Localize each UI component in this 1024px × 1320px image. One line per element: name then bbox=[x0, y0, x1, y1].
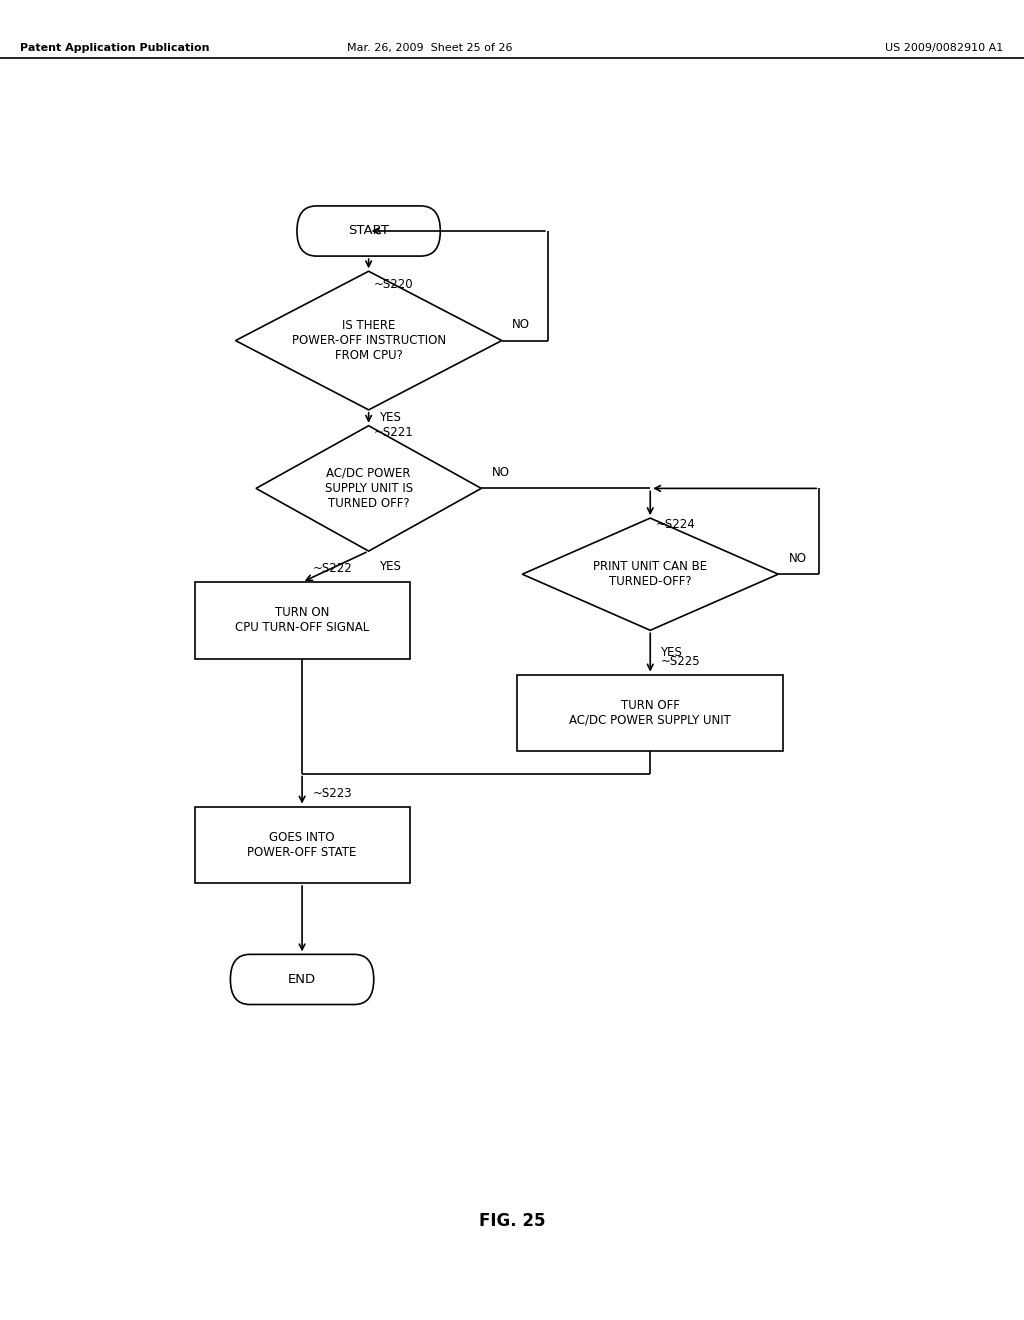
FancyBboxPatch shape bbox=[230, 954, 374, 1005]
Text: YES: YES bbox=[379, 412, 400, 424]
Text: NO: NO bbox=[788, 552, 807, 565]
Text: YES: YES bbox=[379, 560, 400, 573]
Text: TURN OFF
AC/DC POWER SUPPLY UNIT: TURN OFF AC/DC POWER SUPPLY UNIT bbox=[569, 698, 731, 727]
Polygon shape bbox=[236, 272, 502, 409]
Text: AC/DC POWER
SUPPLY UNIT IS
TURNED OFF?: AC/DC POWER SUPPLY UNIT IS TURNED OFF? bbox=[325, 467, 413, 510]
Text: IS THERE
POWER-OFF INSTRUCTION
FROM CPU?: IS THERE POWER-OFF INSTRUCTION FROM CPU? bbox=[292, 319, 445, 362]
Text: START: START bbox=[348, 224, 389, 238]
Text: NO: NO bbox=[512, 318, 530, 331]
Text: END: END bbox=[288, 973, 316, 986]
Text: ~S222: ~S222 bbox=[312, 562, 352, 576]
Text: ~S220: ~S220 bbox=[374, 279, 414, 290]
Text: GOES INTO
POWER-OFF STATE: GOES INTO POWER-OFF STATE bbox=[248, 830, 356, 859]
Text: FIG. 25: FIG. 25 bbox=[479, 1212, 545, 1230]
Text: ~S224: ~S224 bbox=[655, 519, 695, 531]
Text: US 2009/0082910 A1: US 2009/0082910 A1 bbox=[886, 42, 1004, 53]
Text: Mar. 26, 2009  Sheet 25 of 26: Mar. 26, 2009 Sheet 25 of 26 bbox=[347, 42, 513, 53]
Text: NO: NO bbox=[492, 466, 510, 479]
FancyBboxPatch shape bbox=[195, 582, 410, 659]
Text: TURN ON
CPU TURN-OFF SIGNAL: TURN ON CPU TURN-OFF SIGNAL bbox=[234, 606, 370, 635]
FancyBboxPatch shape bbox=[195, 807, 410, 883]
FancyBboxPatch shape bbox=[297, 206, 440, 256]
Text: ~S225: ~S225 bbox=[660, 655, 700, 668]
Text: YES: YES bbox=[660, 645, 682, 659]
Text: ~S223: ~S223 bbox=[312, 787, 352, 800]
FancyBboxPatch shape bbox=[517, 675, 783, 751]
Polygon shape bbox=[256, 425, 481, 552]
Text: Patent Application Publication: Patent Application Publication bbox=[20, 42, 210, 53]
Text: ~S221: ~S221 bbox=[374, 426, 414, 438]
Text: PRINT UNIT CAN BE
TURNED-OFF?: PRINT UNIT CAN BE TURNED-OFF? bbox=[593, 560, 708, 589]
Polygon shape bbox=[522, 519, 778, 631]
